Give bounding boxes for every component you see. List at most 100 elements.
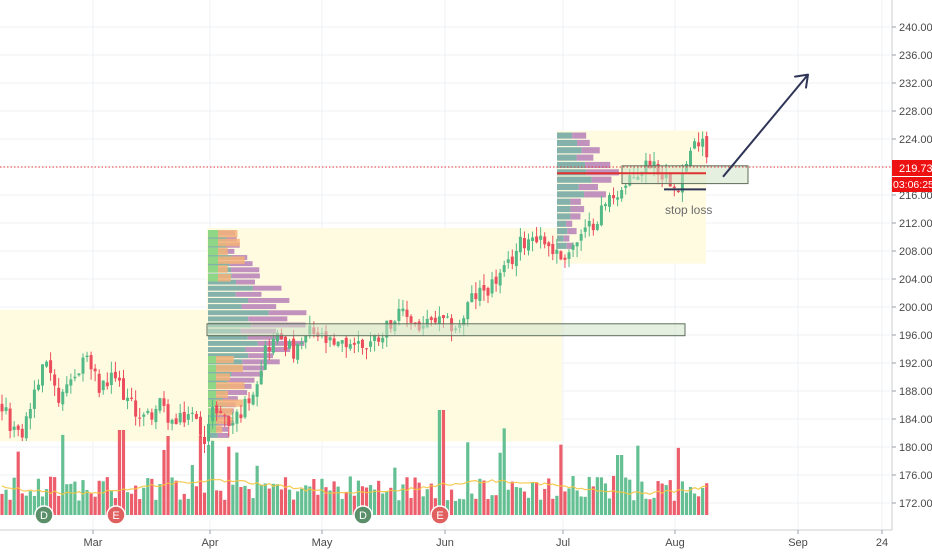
- volume-bar-up: [620, 455, 624, 515]
- volume-bar-up: [498, 452, 502, 515]
- volume-bar-up: [12, 477, 16, 515]
- profile-bar-up: [557, 213, 571, 220]
- volume-bar-down: [121, 430, 126, 515]
- candle-up: [478, 287, 482, 301]
- profile-bar-up: [557, 132, 573, 139]
- volume-bar-up: [77, 500, 81, 515]
- volume-bar-up: [616, 455, 620, 515]
- profile-bar-down: [566, 242, 573, 249]
- candle-up: [69, 379, 73, 386]
- volume-bar-down: [660, 483, 664, 515]
- candle-up: [555, 249, 559, 254]
- volume-bar-up: [466, 442, 470, 515]
- volume-bar-up: [490, 495, 494, 515]
- x-tick-label: May: [312, 537, 333, 549]
- volume-bar-up: [640, 481, 644, 515]
- candle-up: [101, 380, 105, 391]
- x-tick-label: Jul: [556, 537, 570, 549]
- volume-bar-up: [437, 410, 441, 515]
- y-tick-label: 228.00: [899, 106, 932, 118]
- volume-bar-up: [61, 434, 65, 515]
- candle-up: [275, 332, 279, 342]
- volume-bar-down: [283, 477, 288, 515]
- candle-down: [93, 368, 97, 372]
- volume-bar-down: [591, 486, 595, 515]
- candle-up: [518, 236, 522, 253]
- volume-bar-down: [0, 493, 4, 515]
- candle-down: [559, 251, 563, 260]
- candle-down: [494, 276, 498, 284]
- y-tick-label: 232.00: [899, 78, 932, 90]
- volume-bar-up: [275, 484, 279, 515]
- volume-bar-down: [449, 489, 454, 515]
- candle-up: [158, 398, 162, 411]
- volume-bar-down: [611, 475, 616, 515]
- volume-bar-down: [130, 493, 134, 515]
- volume-bar-up: [425, 489, 429, 515]
- volume-bar-down: [162, 449, 166, 515]
- candle-up: [498, 272, 502, 286]
- volume-bar-down: [202, 492, 207, 515]
- volume-bar-up: [701, 488, 705, 515]
- volume-bar-up: [575, 490, 579, 515]
- candle-down: [413, 322, 417, 324]
- stop-loss-label: stop loss: [665, 203, 712, 217]
- volume-bar-up: [142, 487, 146, 515]
- volume-bar-up: [44, 489, 49, 515]
- volume-profile-zones: [0, 130, 706, 442]
- candle-up: [624, 185, 628, 188]
- candle-down: [551, 243, 555, 255]
- y-tick-label: 200.00: [899, 302, 932, 314]
- profile-bar-down: [216, 390, 229, 398]
- profile-bar-down: [577, 139, 590, 146]
- candle-up: [446, 316, 449, 318]
- candle-down: [365, 348, 368, 350]
- x-axis: Mar Apr May Jun Jul Aug Sep 24: [0, 529, 892, 549]
- volume-bar-down: [134, 485, 138, 515]
- candle-down: [182, 411, 186, 423]
- profile-bar-up: [557, 183, 579, 191]
- profile-bar-down: [235, 291, 262, 297]
- volume-bar-down: [215, 490, 219, 515]
- profile-bar-down: [222, 396, 238, 402]
- y-tick-label: 204.00: [899, 274, 932, 286]
- volume-bar-down: [174, 480, 178, 515]
- volume-bar-down: [57, 495, 61, 515]
- volume-bar-up: [445, 500, 450, 515]
- candle-up: [288, 341, 292, 349]
- countdown-label: 03:06:25: [893, 179, 932, 191]
- candle-down: [405, 309, 409, 317]
- profile-bar-down: [216, 373, 231, 381]
- profile-bar-up: [557, 235, 564, 242]
- profile-bar-up: [208, 425, 216, 433]
- profile-bar-down: [216, 364, 243, 372]
- profile-bar-up: [208, 340, 258, 346]
- volume-bar-up: [308, 486, 312, 515]
- profile-bar-down: [576, 154, 594, 161]
- profile-bar-down: [591, 176, 612, 183]
- volume-bar-down: [360, 486, 365, 515]
- volume-bar-up: [603, 483, 608, 515]
- candle-down: [198, 416, 202, 435]
- volume-bar-up: [518, 487, 522, 515]
- volume-bar-down: [267, 488, 271, 515]
- candle-up: [462, 318, 466, 326]
- candle-down: [441, 315, 445, 319]
- profile-bar-up: [208, 230, 218, 238]
- y-tick-label: 236.00: [899, 50, 932, 62]
- candle-down: [292, 338, 296, 359]
- volume-bar-down: [482, 480, 486, 515]
- candle-up: [61, 391, 65, 405]
- volume-bar-down: [429, 483, 433, 515]
- candle-down: [591, 223, 595, 231]
- volume-bar-up: [579, 496, 583, 515]
- volume-bar-down: [89, 493, 93, 515]
- volume-ma-line: [1, 478, 707, 495]
- profile-bar-up: [557, 242, 567, 249]
- candle-down: [547, 242, 551, 247]
- volume-bar-up: [539, 499, 543, 515]
- candle-up: [425, 318, 429, 328]
- event-marker-label: D: [359, 510, 367, 522]
